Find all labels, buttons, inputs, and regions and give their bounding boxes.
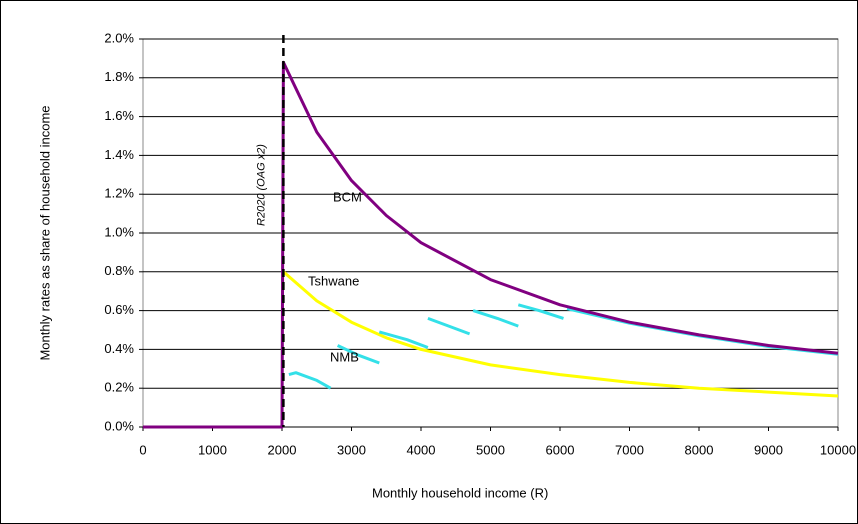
x-tick-label: 9000 <box>754 442 783 457</box>
y-tick-label: 0.6% <box>104 302 134 317</box>
x-tick-label: 8000 <box>685 442 714 457</box>
x-tick-label: 4000 <box>407 442 436 457</box>
x-tick-label: 2000 <box>268 442 297 457</box>
y-tick-label: 1.0% <box>104 224 134 239</box>
x-tick-label: 0 <box>139 442 146 457</box>
y-tick-label: 0.2% <box>104 380 134 395</box>
x-axis-label: Monthly household income (R) <box>372 485 548 500</box>
series-line <box>282 270 839 398</box>
series-label: Tshwane <box>308 273 359 288</box>
y-tick-label: 1.4% <box>104 147 134 162</box>
y-tick-label: 1.2% <box>104 186 134 201</box>
series-label: BCM <box>333 189 362 204</box>
y-tick-label: 0.4% <box>104 341 134 356</box>
y-tick-label: 1.6% <box>104 108 134 123</box>
y-tick-label: 0.8% <box>104 263 134 278</box>
y-axis-label: Monthly rates as share of household inco… <box>37 105 52 360</box>
y-tick-label: 0.0% <box>104 418 134 433</box>
x-tick-label: 10000 <box>820 442 856 457</box>
x-tick-label: 5000 <box>476 442 505 457</box>
reference-label: R2020 (OAG x2) <box>255 144 267 226</box>
x-tick-label: 7000 <box>615 442 644 457</box>
series-line <box>288 303 839 390</box>
y-tick-label: 1.8% <box>104 69 134 84</box>
x-tick-label: 3000 <box>337 442 366 457</box>
y-tick-label: 2.0% <box>104 30 134 45</box>
x-tick-label: 6000 <box>546 442 575 457</box>
x-tick-label: 1000 <box>198 442 227 457</box>
series-label: NMB <box>330 349 359 364</box>
